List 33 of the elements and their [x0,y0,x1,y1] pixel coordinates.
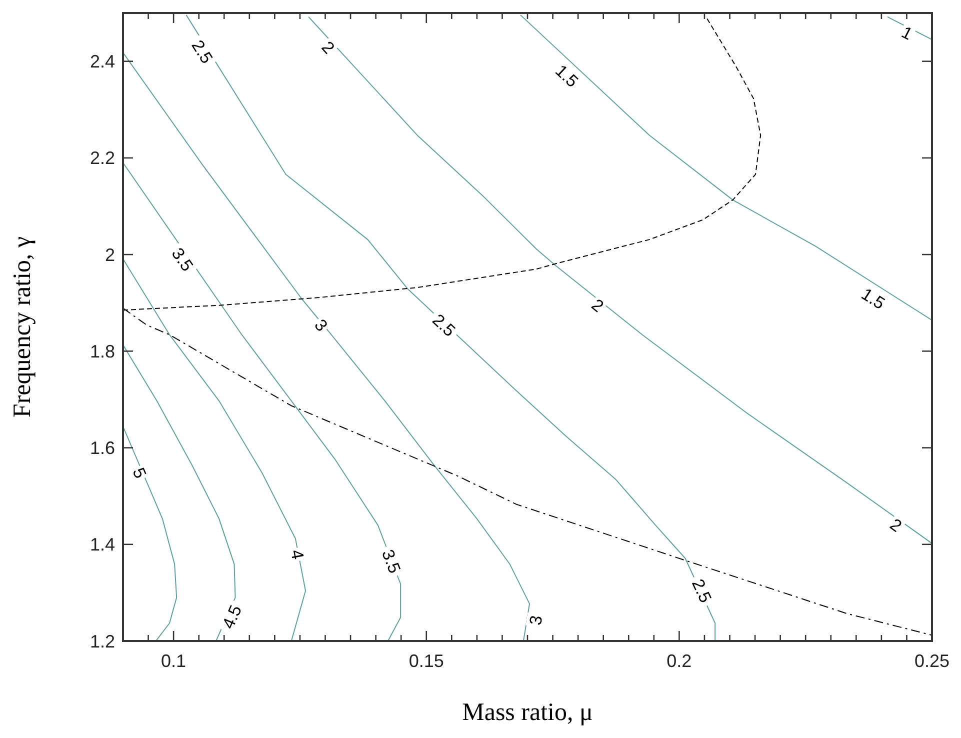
y-axis-title: Frequency ratio, γ [9,236,36,418]
line-series [308,16,932,544]
annotation: 2 [588,295,608,316]
line-series [123,426,178,641]
x-tick-label: 0.15 [408,651,444,671]
annotation: 1.5 [552,61,582,92]
annotation: 4.5 [218,602,246,632]
annotation: 3 [526,614,546,626]
x-tick-label: 0.25 [914,651,950,671]
annotation: 3.5 [168,244,197,275]
annotation: 2.5 [188,36,216,67]
y-tick-label: 2.2 [90,148,115,168]
x-tick-label: 0.1 [161,651,186,671]
x-tick-label: 0.2 [666,651,692,671]
y-tick-label: 1.6 [90,438,115,458]
annotation: 2 [886,514,906,536]
y-tick-label: 1.4 [90,534,115,555]
y-tick-label: 1.2 [90,631,115,652]
annotation: 1.5 [858,284,888,314]
annotation: 2.5 [688,576,716,606]
x-axis-title: Mass ratio, μ [462,699,593,726]
annotation: 1 [898,22,916,44]
line-series [123,162,402,641]
annotation: 2 [318,38,338,58]
y-tick-label: 2 [104,244,115,265]
annotation: 3 [310,316,332,336]
annotation: 4 [286,548,308,562]
annotation: 3.5 [378,547,404,576]
y-tick-label: 1.8 [90,341,115,362]
annotation: 2.5 [428,310,459,340]
annotation: 5 [128,464,150,482]
line-series [520,14,932,321]
y-tick-label: 2.4 [90,52,115,72]
